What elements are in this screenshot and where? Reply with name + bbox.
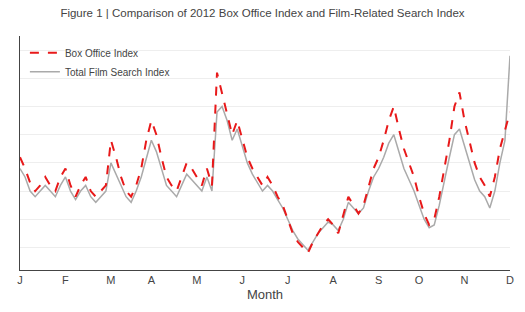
svg-text:S: S: [375, 274, 382, 286]
svg-text:A: A: [330, 274, 338, 286]
svg-text:N: N: [461, 274, 469, 286]
svg-text:O: O: [415, 274, 424, 286]
svg-text:Month: Month: [247, 287, 283, 302]
svg-text:J: J: [17, 274, 23, 286]
svg-text:M: M: [192, 274, 201, 286]
svg-text:F: F: [62, 274, 69, 286]
svg-text:Figure 1 | Comparison of 2012: Figure 1 | Comparison of 2012 Box Office…: [60, 7, 464, 19]
svg-text:M: M: [106, 274, 115, 286]
svg-text:A: A: [148, 274, 156, 286]
svg-text:Box Office Index: Box Office Index: [65, 48, 138, 59]
svg-text:J: J: [240, 274, 246, 286]
svg-text:Total Film Search Index: Total Film Search Index: [65, 67, 169, 78]
svg-text:J: J: [285, 274, 291, 286]
svg-text:D: D: [506, 274, 514, 286]
